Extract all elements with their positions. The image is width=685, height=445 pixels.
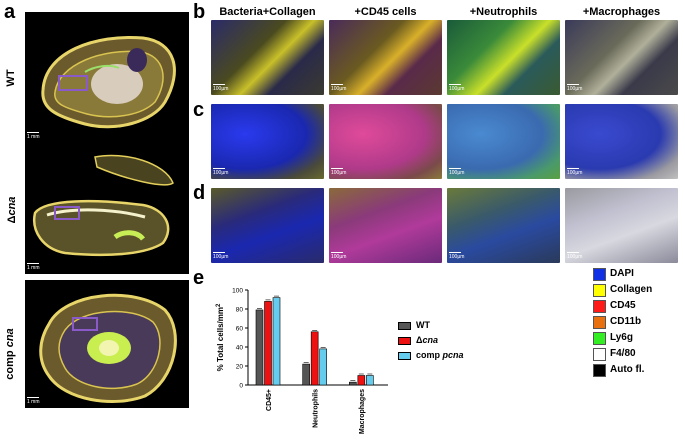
image-c-macrophages: 100µm (565, 104, 678, 179)
column-header-bacteria-collagen: Bacteria+Collagen (219, 6, 316, 18)
chart-legend-comp-italic: pcna (442, 350, 464, 360)
chart-legend-wt-label: WT (416, 320, 430, 330)
scale-bar-c1: 100µm (213, 170, 229, 176)
scale-bar-dcna: 1 mm (27, 265, 40, 271)
row-label-comp-prefix: comp (4, 347, 16, 380)
image-b-cd45: 100µm (329, 20, 442, 95)
chart-legend: WT Δcna comp pcna (398, 320, 528, 382)
tissue-image-comp: 1 mm (25, 280, 189, 408)
scale-bar-wt: 1 mm (27, 134, 40, 140)
y-tick-label: 40 (236, 345, 244, 352)
image-d-cd45: 100µm (329, 188, 442, 263)
chart-legend-dcna-swatch (398, 337, 411, 345)
image-c-bacteria-collagen: 100µm (211, 104, 324, 179)
legend-label-f4-80: F4/80 (610, 348, 636, 359)
column-header-macrophages: +Macrophages (582, 6, 661, 18)
legend-swatch-collagen (593, 284, 606, 297)
y-tick-label: 60 (236, 326, 244, 333)
scale-bar-c3: 100µm (449, 170, 465, 176)
chart-legend-wt-swatch (398, 322, 411, 330)
x-category-label: Macrophages (359, 389, 366, 434)
y-axis-label: % Total cells/mm2 (216, 303, 225, 371)
y-tick-label: 100 (232, 288, 243, 295)
bar-macrophages-2 (366, 375, 374, 386)
image-c-neutrophils: 100µm (447, 104, 560, 179)
scale-bar-d1: 100µm (213, 254, 229, 260)
image-b-neutrophils: 100µm (447, 20, 560, 95)
legend-label-ly6g: Ly6g (610, 332, 633, 343)
panel-label-b: b (193, 1, 206, 23)
bar-neutrophils-1 (310, 331, 319, 386)
legend-label-cd11b: CD11b (610, 316, 642, 327)
panel-label-a: a (4, 1, 16, 23)
row-label-comp-italic: cna (4, 328, 16, 348)
bar-neutrophils-2 (319, 348, 327, 386)
y-tick-label: 80 (236, 307, 244, 314)
scale-bar-b3: 100µm (449, 86, 465, 92)
row-label-wt: WT (5, 63, 17, 93)
image-b-macrophages: 100µm (565, 20, 678, 95)
panel-label-c: c (193, 99, 205, 121)
chart-legend-dcna-prefix: Δ (416, 335, 423, 345)
legend-swatch-dapi (593, 268, 606, 281)
scale-bar-b1: 100µm (213, 86, 229, 92)
x-category-label: Neutrophils (312, 389, 319, 428)
chart-legend-dcna-label: Δcna (416, 335, 438, 345)
chart-legend-dcna-italic: cna (422, 335, 438, 345)
bar-macrophages-0 (349, 381, 357, 386)
fluorophore-legend: DAPI Collagen CD45 CD11b Ly6g F4/80 Auto fl. (593, 268, 685, 388)
image-d-neutrophils: 100µm (447, 188, 560, 263)
tissue-image-dcna: 1 mm (25, 143, 189, 274)
scale-bar-d3: 100µm (449, 254, 465, 260)
image-d-macrophages: 100µm (565, 188, 678, 263)
chart-legend-comp-swatch (398, 352, 411, 360)
legend-swatch-auto-fl- (593, 364, 606, 377)
legend-swatch-f4-80 (593, 348, 606, 361)
bar-chart: 0 20 40 60 80 100 % Total cells/mm2 CD45+ Neutro… (216, 288, 388, 434)
scale-bar-d2: 100µm (331, 254, 347, 260)
tissue-image-wt: 1 mm (25, 12, 189, 143)
chart-legend-comp-prefix: comp (416, 350, 443, 360)
y-tick-label: 20 (236, 364, 244, 371)
legend-label-dapi: DAPI (610, 268, 634, 279)
image-b-bacteria-collagen: 100µm (211, 20, 324, 95)
column-header-cd45: +CD45 cells (354, 6, 417, 18)
bar-cd45-1 (264, 301, 272, 386)
chart-legend-comp-label: comp pcna (416, 350, 464, 360)
tissue-section-wt (41, 35, 176, 129)
scale-bar-b4: 100µm (567, 86, 583, 92)
row-label-dcna-italic: cna (6, 196, 18, 216)
scale-bar-c4: 100µm (567, 170, 583, 176)
panel-label-d: d (193, 182, 206, 204)
image-d-bacteria-collagen: 100µm (211, 188, 324, 263)
scale-bar-d4: 100µm (567, 254, 583, 260)
row-label-wt-text: WT (5, 69, 17, 87)
scale-bar-comp: 1 mm (27, 399, 40, 405)
bar-macrophages-1 (357, 375, 366, 386)
bar-cd45-2 (272, 297, 281, 386)
scale-bar-c2: 100µm (331, 170, 347, 176)
legend-swatch-cd11b (593, 316, 606, 329)
image-c-cd45: 100µm (329, 104, 442, 179)
row-label-dcna: Δcna (6, 192, 18, 228)
scale-bar-b2: 100µm (331, 86, 347, 92)
x-category-label: CD45+ (266, 389, 273, 411)
row-label-comp: comp cna (4, 324, 16, 384)
legend-label-auto-fl-: Auto fl. (610, 364, 645, 375)
legend-label-collagen: Collagen (610, 284, 653, 295)
panel-label-e: e (193, 267, 205, 289)
y-tick-label: 0 (239, 383, 243, 390)
column-header-neutrophils: +Neutrophils (469, 6, 538, 18)
legend-swatch-ly6g (593, 332, 606, 345)
legend-swatch-cd45 (593, 300, 606, 313)
row-label-dcna-prefix: Δ (6, 215, 18, 224)
legend-label-cd45: CD45 (610, 300, 636, 311)
tissue-section-comp (39, 293, 177, 403)
bar-neutrophils-0 (302, 363, 310, 386)
tissue-section-dcna (32, 154, 174, 257)
bar-cd45-0 (255, 309, 264, 386)
